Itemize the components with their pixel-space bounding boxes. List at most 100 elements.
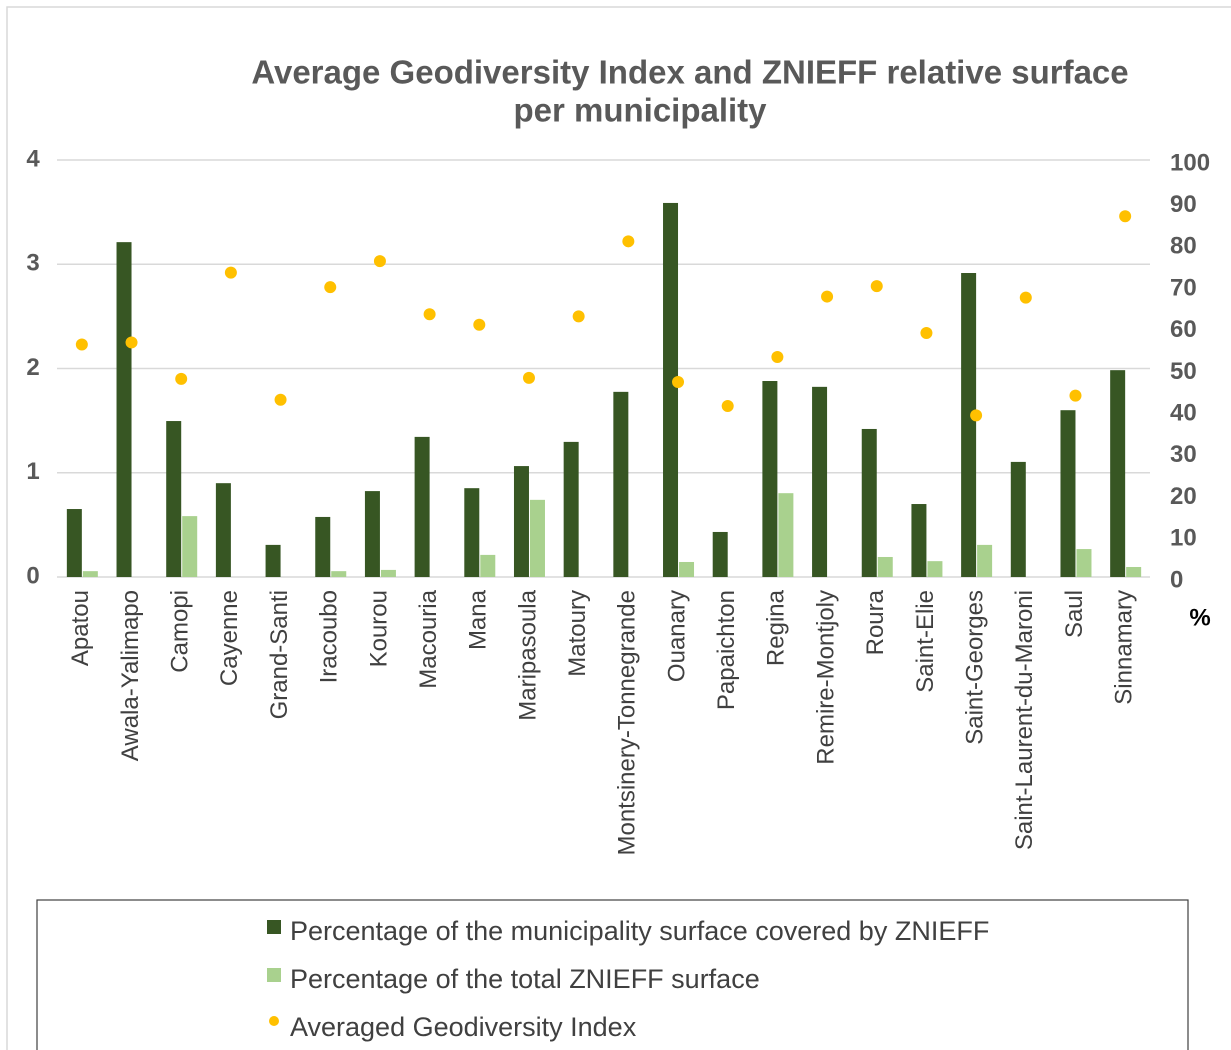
dot — [522, 371, 535, 384]
y-tick-label: 2 — [26, 354, 39, 381]
y2-tick-label: 50 — [1170, 358, 1197, 385]
y-tick-label: 4 — [26, 145, 40, 172]
bar — [1076, 549, 1092, 577]
dot — [1069, 389, 1082, 402]
dot — [672, 376, 685, 389]
x-tick-label: Papaichton — [713, 590, 740, 710]
y2-tick-label: 0 — [1170, 566, 1183, 593]
bar — [778, 493, 794, 577]
dot — [721, 400, 734, 413]
bar — [877, 556, 893, 577]
bar — [82, 571, 98, 577]
bar — [563, 441, 579, 577]
y-tick-label: 3 — [26, 250, 39, 277]
bar — [182, 516, 198, 577]
y2-tick-label: 70 — [1170, 274, 1197, 301]
dot — [920, 327, 933, 340]
bar — [613, 391, 629, 577]
x-tick-label: Cayenne — [216, 590, 243, 686]
dot — [224, 266, 237, 279]
x-tick-label: Mana — [465, 589, 492, 650]
bar — [861, 428, 877, 577]
x-tick-label: Saint-Laurent-du-Maroni — [1011, 590, 1038, 850]
bar — [380, 569, 396, 577]
chart-title: Average Geodiversity Index and ZNIEFF re… — [251, 54, 1128, 91]
bar — [116, 242, 132, 578]
y2-tick-label: 60 — [1170, 316, 1197, 343]
x-tick-label: Matoury — [564, 590, 591, 677]
x-tick-label: Apatou — [67, 590, 94, 666]
bar — [315, 516, 331, 577]
dot — [970, 409, 983, 422]
legend-box — [36, 899, 1189, 1050]
x-tick-label: Kourou — [365, 590, 392, 667]
dot — [75, 338, 88, 351]
legend-label: Averaged Geodiversity Index — [290, 1012, 637, 1042]
y2-tick-label: 10 — [1170, 525, 1197, 552]
bar — [663, 202, 679, 578]
x-tick-label: Ouanary — [663, 590, 690, 682]
bar — [1060, 410, 1076, 577]
legend-swatch — [269, 1016, 279, 1026]
y-tick-label: 1 — [26, 458, 39, 485]
bar — [364, 491, 380, 577]
bar — [513, 466, 529, 577]
dot — [274, 393, 287, 406]
bar — [331, 571, 347, 577]
x-tick-label: Awala-Yalimapo — [117, 590, 144, 761]
y2-tick-label: 30 — [1170, 441, 1197, 468]
dot — [1019, 291, 1032, 304]
dot — [473, 318, 486, 331]
y-tick-label: 0 — [26, 562, 39, 589]
y2-tick-label: 80 — [1170, 233, 1197, 260]
bar — [1110, 370, 1126, 577]
x-tick-label: Saint-Georges — [961, 590, 988, 745]
legend-label: Percentage of the municipality surface c… — [290, 916, 989, 946]
bar — [414, 436, 430, 577]
dot — [324, 281, 337, 294]
x-tick-label: Camopi — [167, 590, 194, 673]
dot — [175, 372, 188, 385]
bar — [1126, 566, 1142, 577]
bar — [812, 386, 828, 577]
dot — [572, 310, 585, 323]
bar — [66, 509, 82, 577]
x-tick-label: Regina — [763, 589, 790, 666]
y2-axis-label: % — [1189, 604, 1210, 631]
y2-tick-label: 90 — [1170, 191, 1197, 218]
chart-title: per municipality — [513, 92, 767, 129]
bar — [927, 561, 943, 577]
dot — [125, 336, 138, 349]
bar — [679, 561, 695, 577]
bar — [712, 531, 728, 577]
y2-tick-label: 20 — [1170, 483, 1197, 510]
x-tick-label: Macouria — [415, 589, 442, 688]
bar — [1010, 461, 1026, 577]
bar — [977, 544, 993, 577]
x-tick-label: Sinnamary — [1111, 590, 1138, 705]
x-tick-label: Grand-Santi — [266, 590, 293, 719]
bar — [464, 488, 480, 577]
x-tick-label: Saul — [1061, 590, 1088, 638]
y2-tick-label: 40 — [1170, 400, 1197, 427]
legend-label: Percentage of the total ZNIEFF surface — [290, 964, 760, 994]
bar — [166, 421, 182, 577]
legend-swatch — [267, 920, 281, 934]
dot — [1119, 210, 1132, 223]
y2-tick-label: 100 — [1170, 149, 1210, 176]
bar — [911, 504, 927, 577]
x-tick-label: Saint-Elie — [912, 590, 939, 693]
dot — [373, 255, 386, 268]
bar — [265, 544, 281, 577]
bar — [215, 483, 231, 577]
x-tick-label: Remire-Montjoly — [812, 590, 839, 765]
x-tick-label: Iracoubo — [316, 590, 343, 683]
bar — [961, 273, 977, 577]
x-tick-label: Maripasoula — [514, 589, 541, 720]
bar — [480, 554, 496, 577]
bar — [762, 381, 778, 577]
x-tick-label: Montsinery-Tonnegrande — [614, 590, 641, 856]
dot — [870, 280, 883, 293]
dot — [423, 308, 436, 321]
